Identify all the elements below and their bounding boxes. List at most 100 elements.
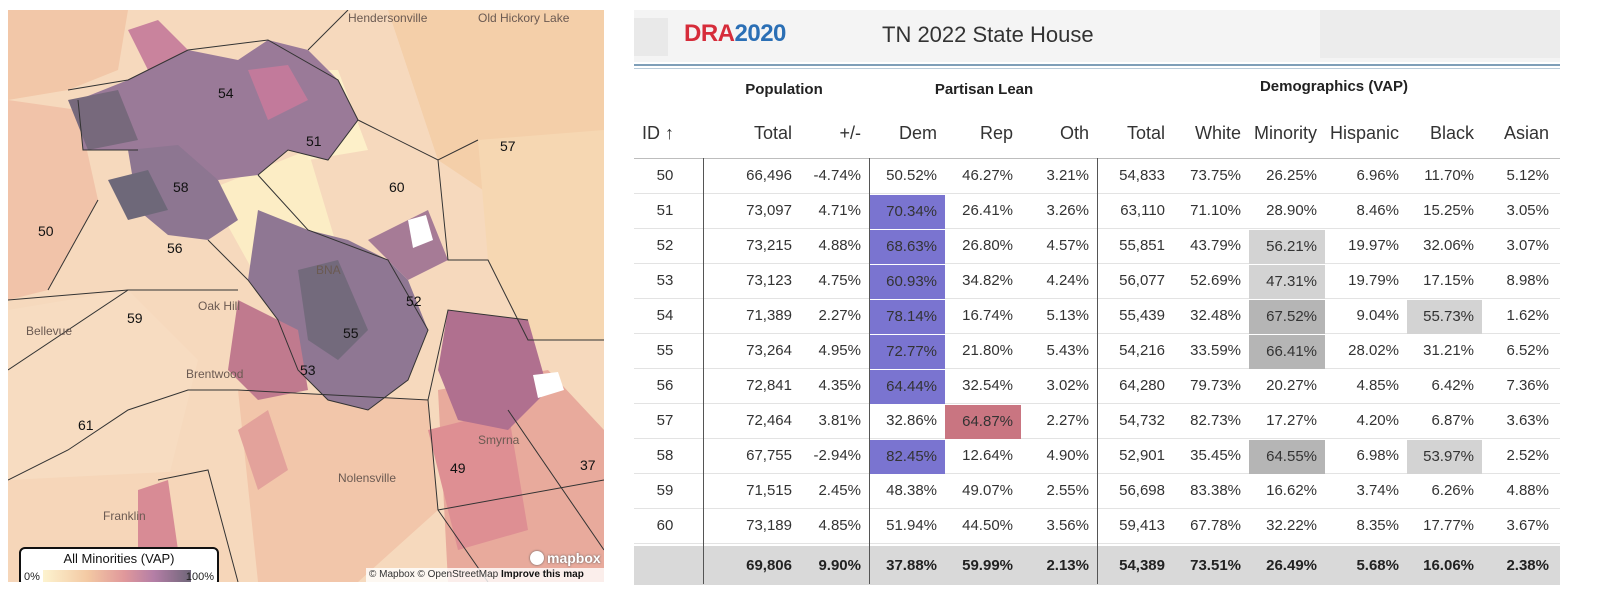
cell-pop-deviation: 4.71% xyxy=(818,202,861,219)
cell-oth: 4.90% xyxy=(1046,447,1089,464)
mapbox-logo-text: mapbox xyxy=(547,550,601,566)
cell-vap-total: 59,413 xyxy=(1119,517,1165,534)
cell-black: 6.26% xyxy=(1431,482,1474,499)
district-label[interactable]: 58 xyxy=(173,179,189,195)
logo-dra: DRA xyxy=(684,20,735,47)
cell-dem: 68.63% xyxy=(870,230,945,264)
cell-white: 79.73% xyxy=(1190,377,1241,394)
cell-rep: 64.87% xyxy=(945,405,1021,439)
cell-vap-total: 54,216 xyxy=(1119,342,1165,359)
cell-asian: 3.05% xyxy=(1506,202,1549,219)
place-label: Hendersonville xyxy=(348,11,428,25)
total-pop-deviation: 9.90% xyxy=(818,557,861,574)
district-label[interactable]: 56 xyxy=(167,240,183,256)
column-header-dem[interactable]: Dem xyxy=(898,123,937,143)
logo-year: 2020 xyxy=(734,20,787,47)
cell-minority: 47.31% xyxy=(1249,265,1325,299)
place-label: Bellevue xyxy=(26,324,72,338)
column-header-black[interactable]: Black xyxy=(1429,123,1474,143)
cell-asian: 2.52% xyxy=(1506,447,1549,464)
cell-pop-deviation: 4.88% xyxy=(818,237,861,254)
improve-map-link[interactable]: Improve this map xyxy=(501,569,584,580)
column-header-asian[interactable]: Asian xyxy=(1503,123,1549,143)
district-label[interactable]: 52 xyxy=(406,293,422,309)
cell-black: 55.73% xyxy=(1407,300,1482,334)
group-population: Population xyxy=(745,81,823,98)
column-header-rep[interactable]: Rep xyxy=(979,123,1013,143)
table-row[interactable]: 58 67,755 -2.94% 82.45% 12.64% 4.90% 52,901 35.… xyxy=(634,439,1560,474)
table-row[interactable]: 54 71,389 2.27% 78.14% 16.74% 5.13% 55,439 32.4… xyxy=(634,299,1560,334)
district-label[interactable]: 53 xyxy=(300,362,316,378)
dra-logo[interactable]: DRA2020 xyxy=(684,20,786,48)
total-oth: 2.13% xyxy=(1046,557,1089,574)
district-label[interactable]: 49 xyxy=(450,460,466,476)
district-label[interactable]: 60 xyxy=(389,179,405,195)
cell-white: 82.73% xyxy=(1190,412,1241,429)
cell-minority: 17.27% xyxy=(1266,412,1317,429)
toolbar-area xyxy=(1320,10,1560,58)
column-header-id[interactable]: ID ↑ xyxy=(642,123,675,143)
menu-area[interactable] xyxy=(634,18,668,56)
cell-asian: 1.62% xyxy=(1506,307,1549,324)
cell-pop-deviation: 4.35% xyxy=(818,377,861,394)
cell-id: 54 xyxy=(656,307,674,324)
column-header-vap-total[interactable]: Total xyxy=(1126,123,1165,143)
district-label[interactable]: 57 xyxy=(500,138,516,154)
data-panel: DRA2020 TN 2022 State House Population P… xyxy=(634,10,1560,585)
column-header-white[interactable]: White xyxy=(1194,123,1241,143)
table-row[interactable]: 53 73,123 4.75% 60.93% 34.82% 4.24% 56,077 52.6… xyxy=(634,264,1560,299)
place-label: Nolensville xyxy=(338,471,396,485)
place-label: Old Hickory Lake xyxy=(478,11,570,25)
cell-asian: 6.52% xyxy=(1506,342,1549,359)
column-header-hispanic[interactable]: Hispanic xyxy=(1329,123,1399,143)
map-canvas[interactable]: 54 51 57 58 60 50 56 59 52 55 53 61 49 3… xyxy=(8,10,604,582)
cell-black: 17.77% xyxy=(1423,517,1474,534)
total-rep: 59.99% xyxy=(962,557,1013,574)
cell-hispanic: 4.85% xyxy=(1356,377,1399,394)
cell-black: 6.87% xyxy=(1431,412,1474,429)
district-label[interactable]: 50 xyxy=(38,223,54,239)
header-divider-thin xyxy=(634,68,1560,69)
column-header-pop-deviation[interactable]: +/- xyxy=(839,123,861,143)
cell-pop-deviation: -4.74% xyxy=(813,167,861,184)
cell-pop-total: 73,264 xyxy=(746,342,792,359)
district-label[interactable]: 55 xyxy=(343,325,359,341)
table-row[interactable]: 51 73,097 4.71% 70.34% 26.41% 3.26% 63,110 71.1… xyxy=(634,194,1560,229)
column-header-pop-total[interactable]: Total xyxy=(753,123,792,143)
cell-vap-total: 54,732 xyxy=(1119,412,1165,429)
cell-pop-deviation: 2.27% xyxy=(818,307,861,324)
cell-oth: 2.27% xyxy=(1046,412,1089,429)
column-header-oth[interactable]: Oth xyxy=(1059,123,1089,143)
cell-dem: 60.93% xyxy=(870,265,945,299)
cell-pop-total: 73,189 xyxy=(746,517,792,534)
cell-oth: 3.56% xyxy=(1046,517,1089,534)
cell-minority: 56.21% xyxy=(1249,230,1325,264)
district-label[interactable]: 59 xyxy=(127,310,143,326)
cell-pop-total: 73,123 xyxy=(746,272,792,289)
district-label[interactable]: 51 xyxy=(306,133,322,149)
legend-max: 100% xyxy=(185,571,214,582)
district-label[interactable]: 54 xyxy=(218,85,234,101)
cell-hispanic: 19.97% xyxy=(1348,237,1399,254)
district-map[interactable]: 54 51 57 58 60 50 56 59 52 55 53 61 49 3… xyxy=(8,10,604,582)
district-label[interactable]: 61 xyxy=(78,417,94,433)
cell-oth: 5.13% xyxy=(1046,307,1089,324)
cell-rep: 12.64% xyxy=(962,447,1013,464)
cell-vap-total: 55,439 xyxy=(1119,307,1165,324)
cell-black: 53.97% xyxy=(1407,440,1482,474)
cell-white: 67.78% xyxy=(1190,517,1241,534)
cell-vap-total: 54,833 xyxy=(1119,167,1165,184)
place-labels: Hendersonville Old Hickory Lake BNA Oak … xyxy=(26,11,570,523)
cell-white: 52.69% xyxy=(1190,272,1241,289)
column-header-minority[interactable]: Minority xyxy=(1253,123,1317,143)
cell-minority: 67.52% xyxy=(1249,300,1325,334)
mapbox-logo[interactable]: mapbox xyxy=(530,550,601,566)
district-label[interactable]: 37 xyxy=(580,457,596,473)
cell-vap-total: 52,901 xyxy=(1119,447,1165,464)
total-id xyxy=(634,546,696,585)
cell-oth: 3.21% xyxy=(1046,167,1089,184)
cell-id: 55 xyxy=(656,342,674,359)
airport-label: BNA xyxy=(316,263,341,277)
attribution-text[interactable]: © Mapbox © OpenStreetMap xyxy=(369,569,499,580)
cell-asian: 3.67% xyxy=(1506,517,1549,534)
